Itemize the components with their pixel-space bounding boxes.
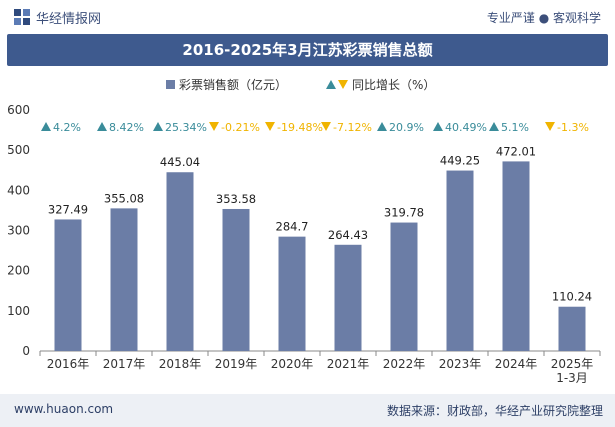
growth-label: -7.12%: [333, 121, 372, 134]
bar-value-label: 284.7: [276, 220, 309, 234]
bar: [446, 170, 474, 351]
bar: [334, 244, 362, 351]
site-url: www.huaon.com: [14, 402, 114, 416]
growth-label: 5.1%: [501, 121, 529, 134]
y-tick-label: 200: [7, 264, 30, 278]
y-tick-label: 0: [22, 344, 30, 358]
x-tick-label: 2024年: [495, 357, 538, 371]
y-tick-label: 600: [7, 103, 30, 117]
growth-label: -0.21%: [221, 121, 260, 134]
bar-value-label: 319.78: [384, 206, 424, 220]
data-source: 数据来源：财政部，华经产业研究院整理: [386, 404, 603, 418]
growth-down-triangle: [321, 122, 331, 131]
growth-up-triangle: [433, 122, 443, 131]
x-tick-label: 2016年: [47, 357, 90, 371]
growth-up-triangle: [97, 122, 107, 131]
y-tick-label: 100: [7, 304, 30, 318]
bar: [278, 236, 306, 351]
brand-name: 华经情报网: [36, 12, 102, 27]
y-tick-label: 500: [7, 143, 30, 157]
growth-down-triangle: [265, 122, 275, 131]
bar: [222, 208, 250, 351]
bar-value-label: 445.04: [160, 155, 200, 169]
tagline: 专业严谨 ● 客观科学: [486, 11, 601, 25]
legend-bar-swatch: [166, 79, 175, 89]
x-tick-label: 2018年: [159, 357, 202, 371]
bar: [110, 208, 138, 351]
triangle-up-icon: [326, 79, 336, 89]
x-tick-label: 2022年: [383, 357, 426, 371]
growth-label: -1.3%: [557, 121, 589, 134]
legend-label-growth: 同比增长（%）: [352, 77, 436, 92]
bar-value-label: 472.01: [496, 144, 536, 158]
footer-bar: www.huaon.com 数据来源：财政部，华经产业研究院整理: [0, 394, 615, 427]
x-tick-label: 2021年: [327, 357, 370, 371]
x-tick-label: 2017年: [103, 357, 146, 371]
growth-up-triangle: [41, 122, 51, 131]
growth-label: 8.42%: [109, 121, 144, 134]
legend-item-sales: 彩票销售额（亿元）: [166, 76, 287, 92]
legend-label-sales: 彩票销售额（亿元）: [179, 77, 288, 92]
bar-value-label: 449.25: [440, 154, 480, 168]
bar: [166, 172, 194, 351]
brand-logo-icon: [14, 9, 30, 25]
x-tick-label: 1-3月: [556, 371, 588, 385]
growth-up-triangle: [489, 122, 499, 131]
x-tick-label: 2023年: [439, 357, 482, 371]
bar-value-label: 264.43: [328, 228, 368, 242]
bar-value-label: 353.58: [216, 192, 256, 206]
growth-up-triangle: [377, 122, 387, 131]
growth-down-triangle: [545, 122, 555, 131]
triangle-down-icon: [338, 79, 348, 89]
x-tick-label: 2020年: [271, 357, 314, 371]
bar: [558, 306, 586, 351]
x-tick-label: 2025年: [551, 357, 594, 371]
bar-value-label: 327.49: [48, 202, 88, 216]
bar-value-label: 110.24: [552, 290, 592, 304]
bar-chart: 0 100 200 300 400 500 600 327.49 4.2% 2016年 355.08…: [7, 103, 601, 385]
title-bar: 2016-2025年3月江苏彩票销售总额: [7, 34, 608, 66]
chart-legend: 彩票销售额（亿元） 同比增长（%）: [0, 74, 615, 94]
growth-label: 40.49%: [445, 121, 487, 134]
bar: [54, 219, 82, 351]
chart-title: 2016-2025年3月江苏彩票销售总额: [182, 41, 433, 59]
growth-label: 20.9%: [389, 121, 424, 134]
growth-down-triangle: [209, 122, 219, 131]
y-tick-label: 400: [7, 183, 30, 197]
y-tick-label: 300: [7, 224, 30, 238]
bar: [390, 222, 418, 351]
x-tick-label: 2019年: [215, 357, 258, 371]
growth-label: -19.48%: [277, 121, 323, 134]
top-bar: 华经情报网 专业严谨 ● 客观科学: [0, 0, 615, 34]
bar-value-label: 355.08: [104, 191, 144, 205]
legend-item-growth: 同比增长（%）: [326, 76, 435, 92]
bar: [502, 161, 530, 351]
growth-label: 4.2%: [53, 121, 81, 134]
growth-up-triangle: [153, 122, 163, 131]
growth-label: 25.34%: [165, 121, 207, 134]
